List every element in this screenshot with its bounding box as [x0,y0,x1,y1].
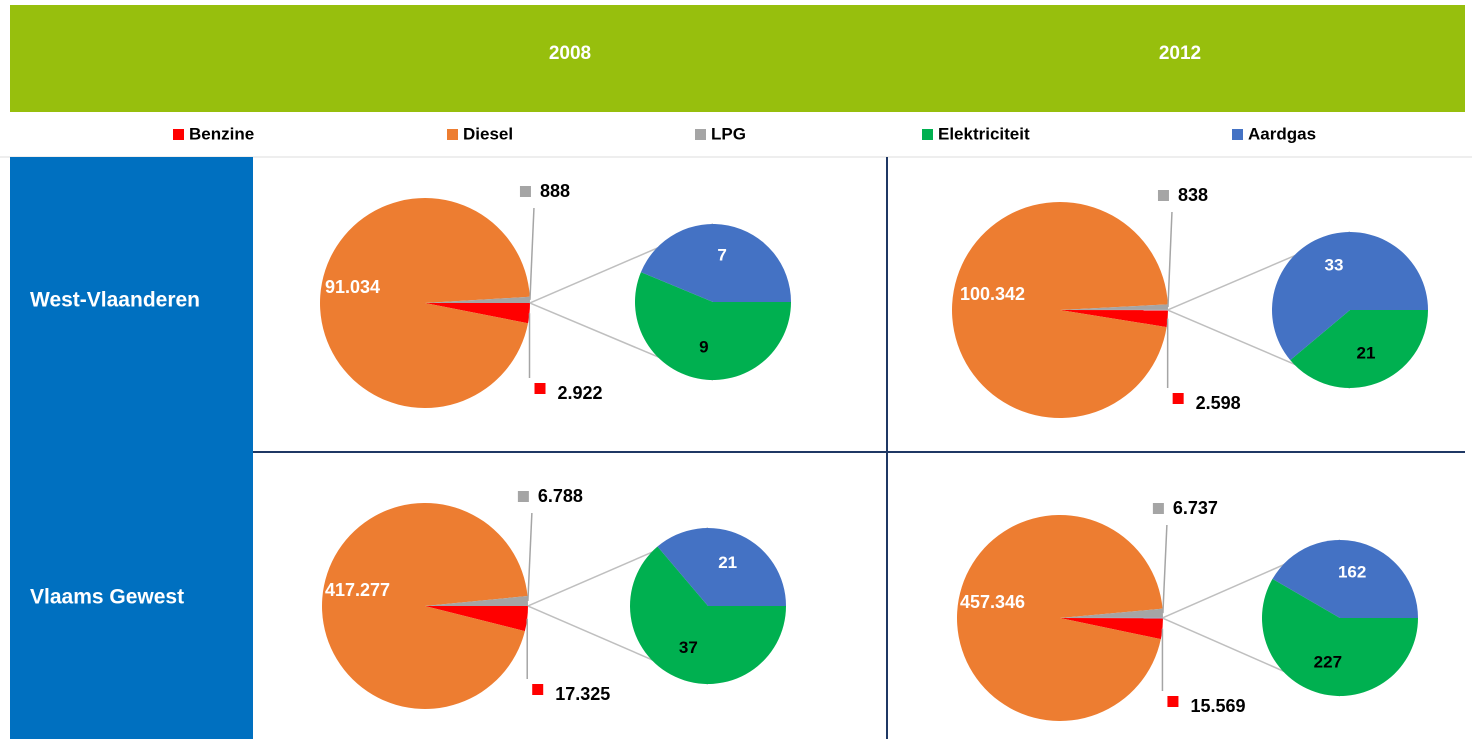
pie-slice [635,272,791,380]
row-label: Vlaams Gewest [30,586,184,609]
data-label: 227 [1314,653,1342,672]
legend-label: Diesel [463,124,513,143]
data-label: 417.277 [325,580,390,600]
leader-line [1167,211,1173,308]
pie-slice [640,223,791,302]
data-label: 100.342 [960,284,1025,304]
pie-slice [425,303,530,324]
pie-slice [1272,231,1428,361]
label-swatch [534,383,546,394]
legend-label: LPG [711,124,746,143]
column-header: 2012 [1159,43,1201,64]
label-swatch [1167,696,1179,707]
legend-swatch [447,129,458,140]
pie-slice [629,546,786,684]
leader-line [529,207,535,300]
data-label: 6.737 [1173,498,1218,518]
label-swatch [1152,503,1164,514]
pie-slice [956,515,1163,722]
legend-swatch [1232,129,1243,140]
pie-slice [1060,310,1168,328]
column-header: 2008 [549,43,591,64]
pie-slice [425,606,528,632]
pie-slice [1060,617,1163,619]
legend-swatch [173,129,184,140]
data-label: 7 [717,246,726,265]
data-label: 888 [540,181,570,201]
data-label: 457.346 [960,592,1025,612]
legend-label: Elektriciteit [938,124,1030,143]
row-label: West-Vlaanderen [30,289,200,312]
label-swatch [519,186,531,197]
pie-slice [1060,608,1163,618]
pie-slice [322,503,528,710]
pie-slice [1060,304,1168,310]
label-swatch [517,491,529,502]
label-swatch [1172,393,1184,404]
header-band [10,5,1465,112]
data-label: 17.325 [555,684,610,704]
data-label: 21 [718,553,737,572]
legend-label: Aardgas [1248,124,1316,143]
data-label: 9 [699,337,708,356]
data-label: 33 [1325,256,1344,275]
pie-slice [657,528,786,606]
pie-slice [1262,578,1418,697]
data-label: 91.034 [325,277,380,297]
data-label: 6.788 [538,486,583,506]
leader-line [527,512,533,602]
row-band [10,157,253,739]
legend-swatch [922,129,933,140]
pie-slice [319,197,530,408]
data-label: 15.569 [1190,696,1245,716]
pie-slice [951,202,1168,419]
pie-slice [425,596,528,606]
leader-line [1162,524,1168,614]
label-swatch [1157,190,1169,201]
data-label: 37 [679,638,698,657]
data-label: 162 [1338,562,1366,581]
pie-slice [425,296,530,303]
legend-label: Benzine [189,124,254,143]
pie-slice [1060,618,1163,640]
data-label: 838 [1178,185,1208,205]
pie-slice [1272,540,1418,618]
data-label: 21 [1357,343,1376,362]
label-swatch [532,684,544,695]
pie-slice [1290,310,1428,389]
legend-swatch [695,129,706,140]
data-label: 2.922 [558,383,603,403]
data-label: 2.598 [1196,393,1241,413]
